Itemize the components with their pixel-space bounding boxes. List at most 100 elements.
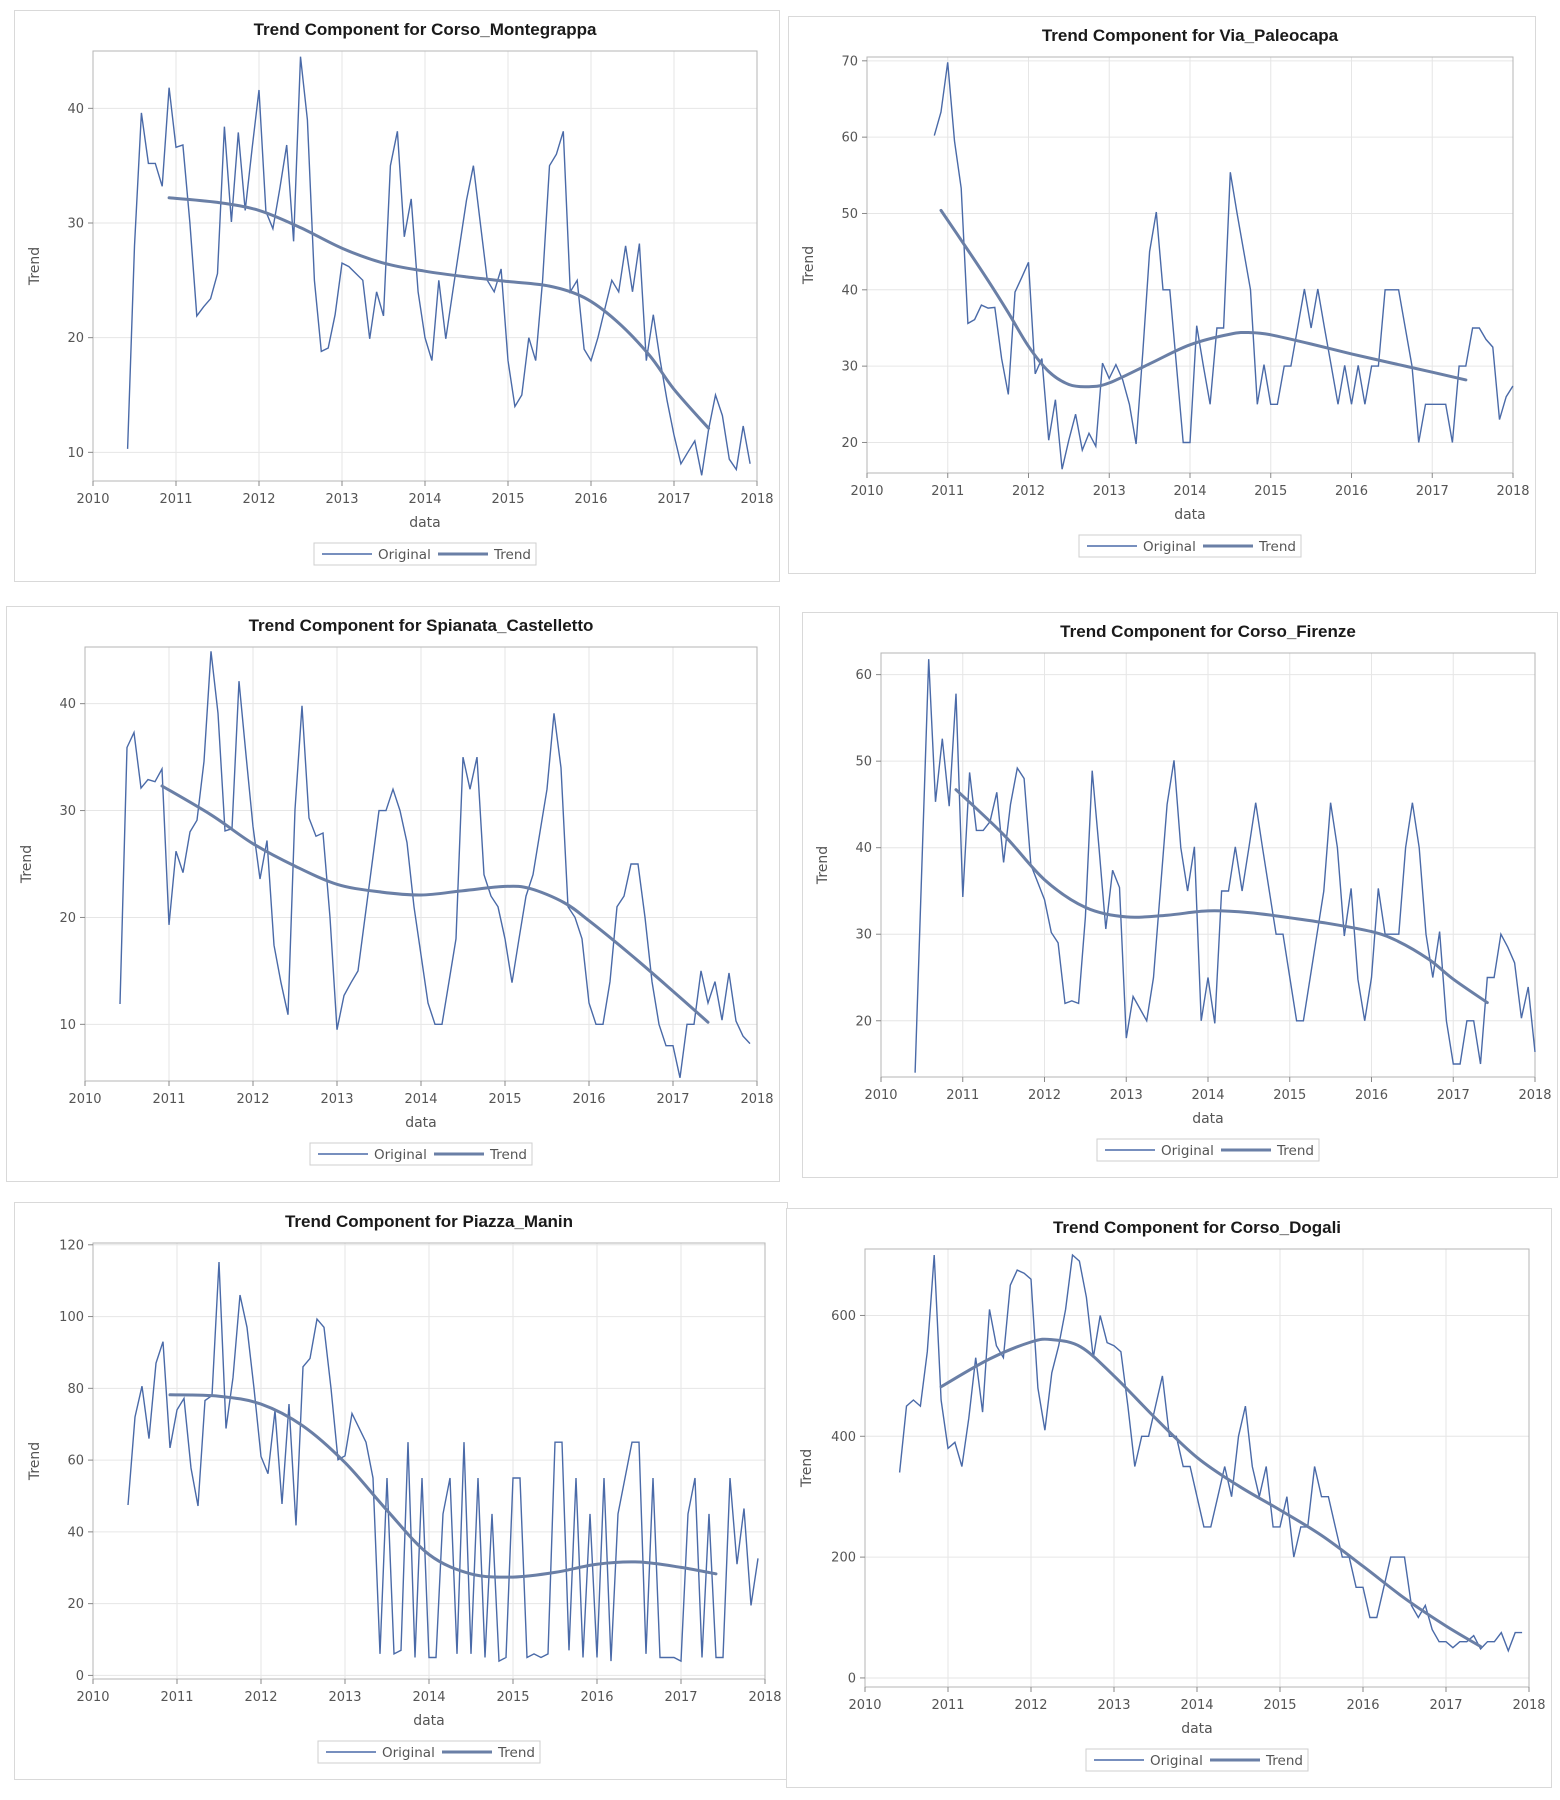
- x-axis-label: data: [1181, 1721, 1213, 1737]
- y-tick-label: 40: [67, 1525, 84, 1540]
- x-tick-label: 2011: [946, 1088, 979, 1103]
- x-tick-label: 2018: [748, 1690, 781, 1705]
- x-tick-label: 2016: [572, 1092, 605, 1107]
- chart-svg: Trend Component for Corso_Firenze 2010 201…: [815, 622, 1552, 1162]
- x-tick-label: 2017: [1416, 484, 1449, 499]
- x-tick-label: 2015: [488, 1092, 521, 1107]
- y-axis-label: Trend: [27, 247, 43, 286]
- x-tick-label: 2018: [1496, 484, 1529, 499]
- y-tick-label: 80: [67, 1382, 84, 1397]
- x-tick-label: 2011: [931, 484, 964, 499]
- y-axis-label: Trend: [801, 246, 817, 285]
- x-tick-label: 2018: [1512, 1698, 1545, 1713]
- chart-title: Trend Component for Corso_Firenze: [1060, 622, 1356, 641]
- y-tick-label: 40: [67, 102, 84, 117]
- legend-original-label: Original: [374, 1147, 427, 1163]
- y-tick-label: 50: [841, 207, 858, 222]
- y-axis-label: Trend: [19, 845, 35, 884]
- x-tick-label: 2016: [574, 492, 607, 507]
- chart-panel-piazza-manin: Trend Component for Piazza_Manin 2010 2011…: [14, 1202, 788, 1780]
- x-axis-label: data: [413, 1713, 445, 1729]
- y-tick-label: 20: [59, 911, 76, 926]
- y-tick-label: 40: [59, 697, 76, 712]
- x-tick-label: 2011: [160, 1690, 193, 1705]
- y-axis-label: Trend: [815, 846, 831, 885]
- y-tick-label: 100: [59, 1310, 84, 1325]
- legend-box: [1085, 1748, 1309, 1772]
- x-tick-label: 2012: [1012, 484, 1045, 499]
- legend-box: [1096, 1138, 1320, 1162]
- chart-svg: Trend Component for Spianata_Castelletto…: [19, 616, 774, 1166]
- legend-trend-label: Trend: [493, 547, 531, 563]
- x-tick-label: 2011: [159, 492, 192, 507]
- y-tick-label: 200: [831, 1551, 856, 1566]
- x-tick-label: 2016: [1346, 1698, 1379, 1713]
- legend-original-label: Original: [1150, 1753, 1203, 1769]
- legend: Original Trend: [1085, 1748, 1309, 1772]
- x-tick-label: 2010: [68, 1092, 101, 1107]
- chart-svg: Trend Component for Corso_Montegrappa201…: [27, 20, 774, 566]
- legend-original-label: Original: [378, 547, 431, 563]
- series-trend-line: [168, 1393, 718, 1579]
- y-tick-label: 60: [841, 131, 858, 146]
- x-tick-label: 2015: [1273, 1088, 1306, 1103]
- y-tick-label: 120: [59, 1238, 84, 1253]
- x-tick-label: 2017: [656, 1092, 689, 1107]
- x-tick-label: 2015: [491, 492, 524, 507]
- y-tick-label: 70: [841, 54, 858, 69]
- y-tick-label: 30: [841, 360, 858, 375]
- series-trend-line: [954, 788, 1489, 1005]
- x-tick-label: 2016: [1335, 484, 1368, 499]
- x-tick-label: 2011: [931, 1698, 964, 1713]
- x-tick-label: 2014: [1173, 484, 1206, 499]
- x-tick-label: 2013: [1093, 484, 1126, 499]
- legend: Original Trend: [317, 1740, 541, 1764]
- x-tick-label: 2017: [1429, 1698, 1462, 1713]
- series-trend-line: [939, 1337, 1483, 1648]
- chart-svg: Trend Component for Corso_Dogali 2010 2011…: [799, 1218, 1546, 1772]
- chart-panel-via-paleocapa: Trend Component for Via_Paleocapa 2010 201…: [788, 16, 1536, 574]
- y-tick-label: 400: [831, 1430, 856, 1445]
- chart-svg: Trend Component for Via_Paleocapa 2010 201…: [801, 26, 1530, 558]
- y-tick-label: 30: [67, 217, 84, 232]
- chart-title: Trend Component for Via_Paleocapa: [1042, 26, 1339, 45]
- x-tick-label: 2012: [242, 492, 275, 507]
- x-tick-label: 2010: [864, 1088, 897, 1103]
- x-tick-label: 2014: [412, 1690, 445, 1705]
- legend: Original Trend: [309, 1142, 533, 1166]
- x-tick-label: 2012: [236, 1092, 269, 1107]
- x-tick-label: 2015: [496, 1690, 529, 1705]
- x-axis-label: data: [409, 515, 441, 531]
- series-original-line: [127, 1261, 759, 1663]
- y-tick-label: 10: [67, 446, 84, 461]
- x-tick-label: 2017: [657, 492, 690, 507]
- x-tick-label: 2010: [76, 492, 109, 507]
- chart-svg: Trend Component for Piazza_Manin 2010 2011…: [27, 1212, 782, 1764]
- chart-title: Trend Component for Corso_Montegrappa: [254, 20, 597, 39]
- x-axis-label: data: [1174, 507, 1206, 523]
- x-tick-label: 2013: [1110, 1088, 1143, 1103]
- x-tick-label: 2018: [740, 1092, 773, 1107]
- x-tick-label: 2011: [152, 1092, 185, 1107]
- x-axis-label: data: [1192, 1111, 1224, 1127]
- y-tick-label: 600: [831, 1309, 856, 1324]
- legend-trend-label: Trend: [497, 1745, 535, 1761]
- x-tick-label: 2012: [1014, 1698, 1047, 1713]
- series-trend-line: [167, 196, 711, 430]
- y-tick-label: 40: [841, 283, 858, 298]
- legend-trend-label: Trend: [1265, 1753, 1303, 1769]
- series-original-line: [126, 56, 751, 476]
- x-tick-label: 2013: [320, 1092, 353, 1107]
- x-tick-label: 2014: [408, 492, 441, 507]
- y-axis-label: Trend: [799, 1449, 815, 1488]
- series-original-line: [898, 1253, 1523, 1653]
- y-tick-label: 30: [855, 928, 872, 943]
- series-original-line: [914, 659, 1536, 1073]
- y-tick-label: 20: [855, 1014, 872, 1029]
- y-tick-label: 20: [841, 436, 858, 451]
- x-tick-label: 2015: [1263, 1698, 1296, 1713]
- y-tick-label: 20: [67, 331, 84, 346]
- x-tick-label: 2010: [850, 484, 883, 499]
- legend: Original Trend: [1078, 534, 1302, 558]
- y-tick-label: 60: [67, 1454, 84, 1469]
